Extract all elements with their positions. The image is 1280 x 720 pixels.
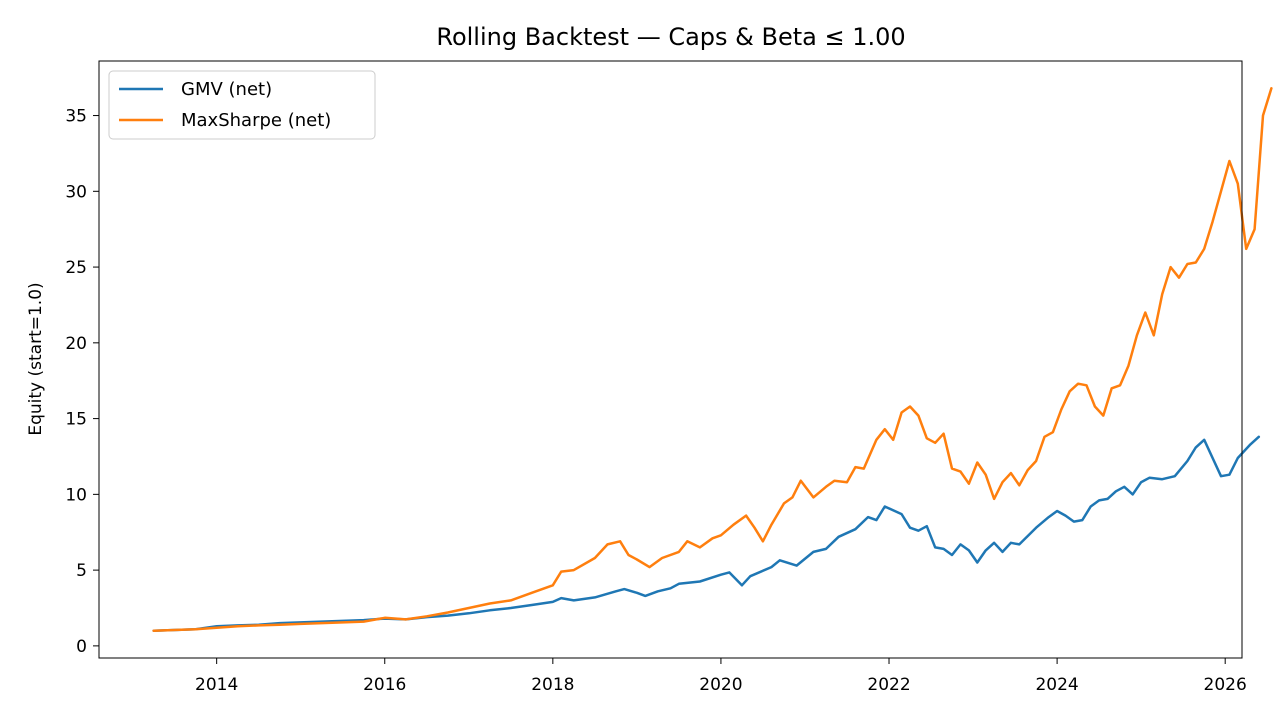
plot-frame bbox=[98, 60, 1243, 659]
y-tick-label: 10 bbox=[65, 485, 87, 505]
y-tick-label: 30 bbox=[65, 182, 87, 202]
y-tick-label: 0 bbox=[76, 637, 87, 657]
plot-series bbox=[152, 87, 1273, 632]
y-axis: 0 5 10 15 20 25 30 35 bbox=[65, 107, 99, 657]
x-tick-label: 2014 bbox=[195, 675, 238, 695]
y-axis-label: Equity (start=1.0) bbox=[26, 282, 46, 435]
legend-label-gmv: GMV (net) bbox=[181, 79, 272, 100]
series-line-gmv bbox=[152, 435, 1261, 632]
y-tick-label: 15 bbox=[65, 410, 87, 430]
x-axis: 2014 2016 2018 2020 2022 2024 2026 bbox=[195, 658, 1247, 695]
x-tick-label: 2022 bbox=[867, 675, 910, 695]
x-tick-label: 2018 bbox=[531, 675, 574, 695]
x-tick-label: 2024 bbox=[1035, 675, 1078, 695]
x-tick-label: 2026 bbox=[1204, 675, 1247, 695]
legend-box bbox=[108, 70, 376, 140]
y-tick-label: 35 bbox=[65, 107, 87, 127]
series-line-maxsharpe bbox=[152, 87, 1273, 632]
chart-title: Rolling Backtest — Caps & Beta ≤ 1.00 bbox=[436, 23, 905, 51]
legend: GMV (net) MaxSharpe (net) bbox=[108, 70, 376, 140]
y-tick-label: 5 bbox=[76, 561, 87, 581]
y-tick-label: 20 bbox=[65, 334, 87, 354]
x-tick-label: 2016 bbox=[363, 675, 406, 695]
legend-label-maxsharpe: MaxSharpe (net) bbox=[181, 110, 331, 131]
y-tick-label: 25 bbox=[65, 258, 87, 278]
x-tick-label: 2020 bbox=[699, 675, 742, 695]
